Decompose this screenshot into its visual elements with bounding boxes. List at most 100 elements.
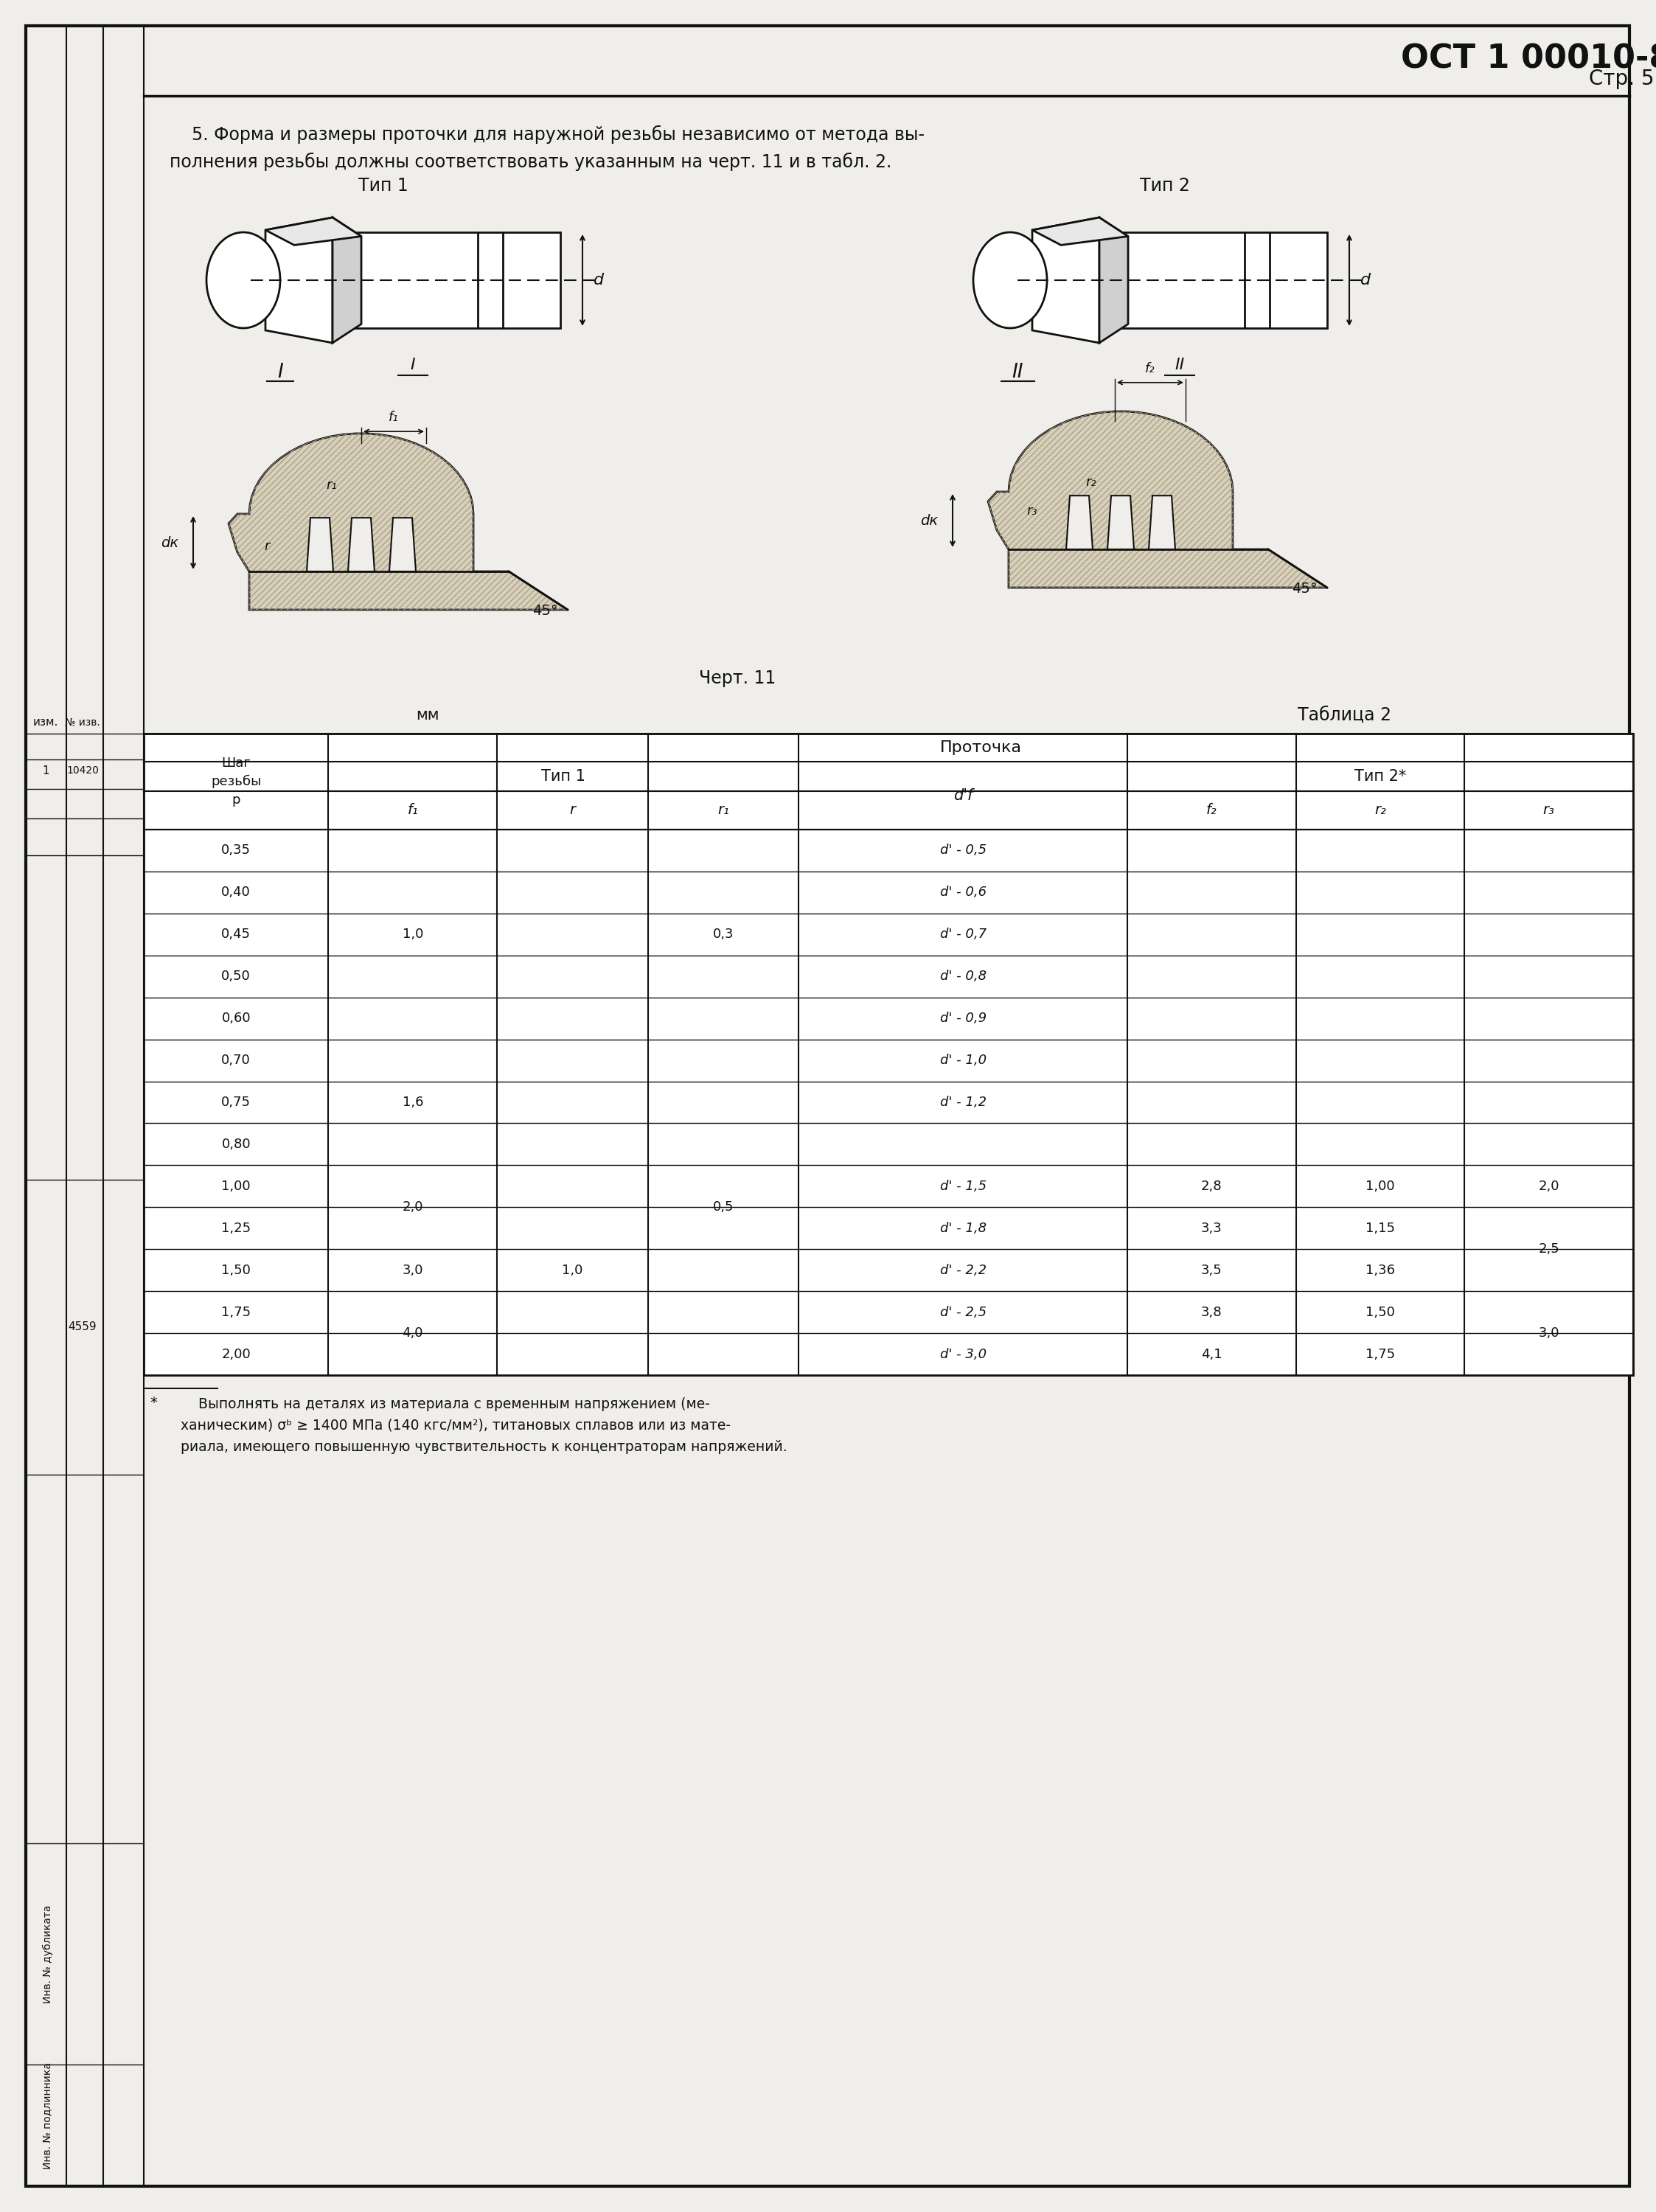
Text: r: r xyxy=(265,540,270,553)
Text: f₁: f₁ xyxy=(389,411,399,425)
Text: 0,70: 0,70 xyxy=(222,1053,250,1066)
Text: Тип 1: Тип 1 xyxy=(358,177,409,195)
Text: d' - 2,2: d' - 2,2 xyxy=(939,1263,987,1276)
Text: 1,75: 1,75 xyxy=(222,1305,250,1318)
Text: изм.: изм. xyxy=(33,717,58,728)
Text: Тип 2: Тип 2 xyxy=(1139,177,1191,195)
Polygon shape xyxy=(348,518,374,571)
Text: 4,0: 4,0 xyxy=(402,1327,424,1340)
Text: 45°: 45° xyxy=(1292,582,1317,595)
Text: f₁: f₁ xyxy=(407,803,419,818)
Polygon shape xyxy=(1066,495,1093,549)
Text: dк: dк xyxy=(921,513,937,529)
Ellipse shape xyxy=(207,232,280,327)
Text: r₂: r₂ xyxy=(1374,803,1386,818)
Text: 1,00: 1,00 xyxy=(1366,1179,1394,1192)
Text: d' - 0,9: d' - 0,9 xyxy=(939,1011,987,1024)
Text: 1,00: 1,00 xyxy=(222,1179,250,1192)
Text: Инв. № дубликата: Инв. № дубликата xyxy=(43,1905,53,2004)
Text: Тип 2*: Тип 2* xyxy=(1355,770,1406,783)
Text: r₁: r₁ xyxy=(326,478,338,491)
Text: 0,75: 0,75 xyxy=(222,1095,250,1108)
Text: 2,8: 2,8 xyxy=(1201,1179,1222,1192)
Text: r₁: r₁ xyxy=(717,803,729,818)
Text: 0,3: 0,3 xyxy=(712,927,734,940)
Text: d' - 0,8: d' - 0,8 xyxy=(939,969,987,982)
Text: II: II xyxy=(1174,358,1184,372)
Text: 4559: 4559 xyxy=(68,1323,96,1332)
Text: 0,40: 0,40 xyxy=(222,885,250,898)
Text: d: d xyxy=(1360,272,1371,288)
Text: 3,0: 3,0 xyxy=(1538,1327,1560,1340)
Text: I: I xyxy=(411,358,416,372)
Text: 2,0: 2,0 xyxy=(1538,1179,1560,1192)
Polygon shape xyxy=(1108,495,1134,549)
Bar xyxy=(1121,232,1326,327)
Text: Стр. 5: Стр. 5 xyxy=(1588,69,1654,88)
Text: 2,00: 2,00 xyxy=(222,1347,250,1360)
Polygon shape xyxy=(229,434,568,611)
Text: 0,60: 0,60 xyxy=(222,1011,250,1024)
Text: I: I xyxy=(277,363,283,383)
Polygon shape xyxy=(1032,217,1100,343)
Polygon shape xyxy=(989,411,1326,588)
Text: d' - 0,5: d' - 0,5 xyxy=(939,843,987,856)
Text: 1,25: 1,25 xyxy=(222,1221,250,1234)
Text: 2,0: 2,0 xyxy=(402,1201,424,1214)
Text: полнения резьбы должны соответствовать указанным на черт. 11 и в табл. 2.: полнения резьбы должны соответствовать у… xyxy=(169,153,891,170)
Text: № изв.: № изв. xyxy=(65,717,99,728)
Text: 0,80: 0,80 xyxy=(222,1137,250,1150)
Text: Таблица 2: Таблица 2 xyxy=(1298,706,1391,723)
Text: r₃: r₃ xyxy=(1543,803,1555,818)
Text: 0,45: 0,45 xyxy=(222,927,250,940)
Text: Проточка: Проточка xyxy=(941,741,1022,754)
Text: d' - 0,6: d' - 0,6 xyxy=(939,885,987,898)
Text: d' - 1,5: d' - 1,5 xyxy=(939,1179,987,1192)
Text: d' - 1,0: d' - 1,0 xyxy=(939,1053,987,1066)
Bar xyxy=(144,734,1633,1376)
Text: d' - 2,5: d' - 2,5 xyxy=(939,1305,987,1318)
Text: Тип 1: Тип 1 xyxy=(542,770,586,783)
Text: *: * xyxy=(149,1396,157,1409)
Text: 3,0: 3,0 xyxy=(402,1263,424,1276)
Text: 3,3: 3,3 xyxy=(1201,1221,1222,1234)
Text: 1,0: 1,0 xyxy=(561,1263,583,1276)
Text: f₂: f₂ xyxy=(1206,803,1217,818)
Text: f₂: f₂ xyxy=(1146,363,1156,376)
Text: 1,15: 1,15 xyxy=(1366,1221,1394,1234)
Text: 1,50: 1,50 xyxy=(222,1263,250,1276)
Text: 0,5: 0,5 xyxy=(712,1201,734,1214)
Text: d'f: d'f xyxy=(954,787,972,803)
Text: 5. Форма и размеры проточки для наружной резьбы независимо от метода вы-: 5. Форма и размеры проточки для наружной… xyxy=(169,126,924,144)
Text: 0,50: 0,50 xyxy=(222,969,250,982)
Text: d' - 3,0: d' - 3,0 xyxy=(939,1347,987,1360)
Text: 3,5: 3,5 xyxy=(1201,1263,1222,1276)
Text: 2,5: 2,5 xyxy=(1538,1243,1560,1256)
Text: Инв. № подлинника: Инв. № подлинника xyxy=(43,2062,53,2170)
Text: ОСТ 1 00010-81: ОСТ 1 00010-81 xyxy=(1401,44,1656,75)
Text: Черт. 11: Черт. 11 xyxy=(699,670,775,688)
Text: d' - 0,7: d' - 0,7 xyxy=(939,927,987,940)
Polygon shape xyxy=(265,217,361,246)
Polygon shape xyxy=(1100,217,1128,343)
Text: 4,1: 4,1 xyxy=(1201,1347,1222,1360)
Text: dк: dк xyxy=(161,535,179,551)
Text: 1,0: 1,0 xyxy=(402,927,424,940)
Text: 0,35: 0,35 xyxy=(222,843,250,856)
Text: r₃: r₃ xyxy=(1027,504,1038,518)
Text: мм: мм xyxy=(416,708,439,723)
Polygon shape xyxy=(389,518,416,571)
Text: d: d xyxy=(593,272,604,288)
Polygon shape xyxy=(306,518,333,571)
Text: d' - 1,2: d' - 1,2 xyxy=(939,1095,987,1108)
Text: 1,75: 1,75 xyxy=(1366,1347,1394,1360)
Polygon shape xyxy=(1149,495,1176,549)
Polygon shape xyxy=(333,217,361,343)
Bar xyxy=(354,232,560,327)
Text: r₂: r₂ xyxy=(1086,476,1096,489)
Text: r: r xyxy=(570,803,575,818)
Text: 1,50: 1,50 xyxy=(1366,1305,1394,1318)
Text: 10420: 10420 xyxy=(66,765,99,776)
Text: 1,36: 1,36 xyxy=(1366,1263,1394,1276)
Text: II: II xyxy=(1012,363,1023,383)
